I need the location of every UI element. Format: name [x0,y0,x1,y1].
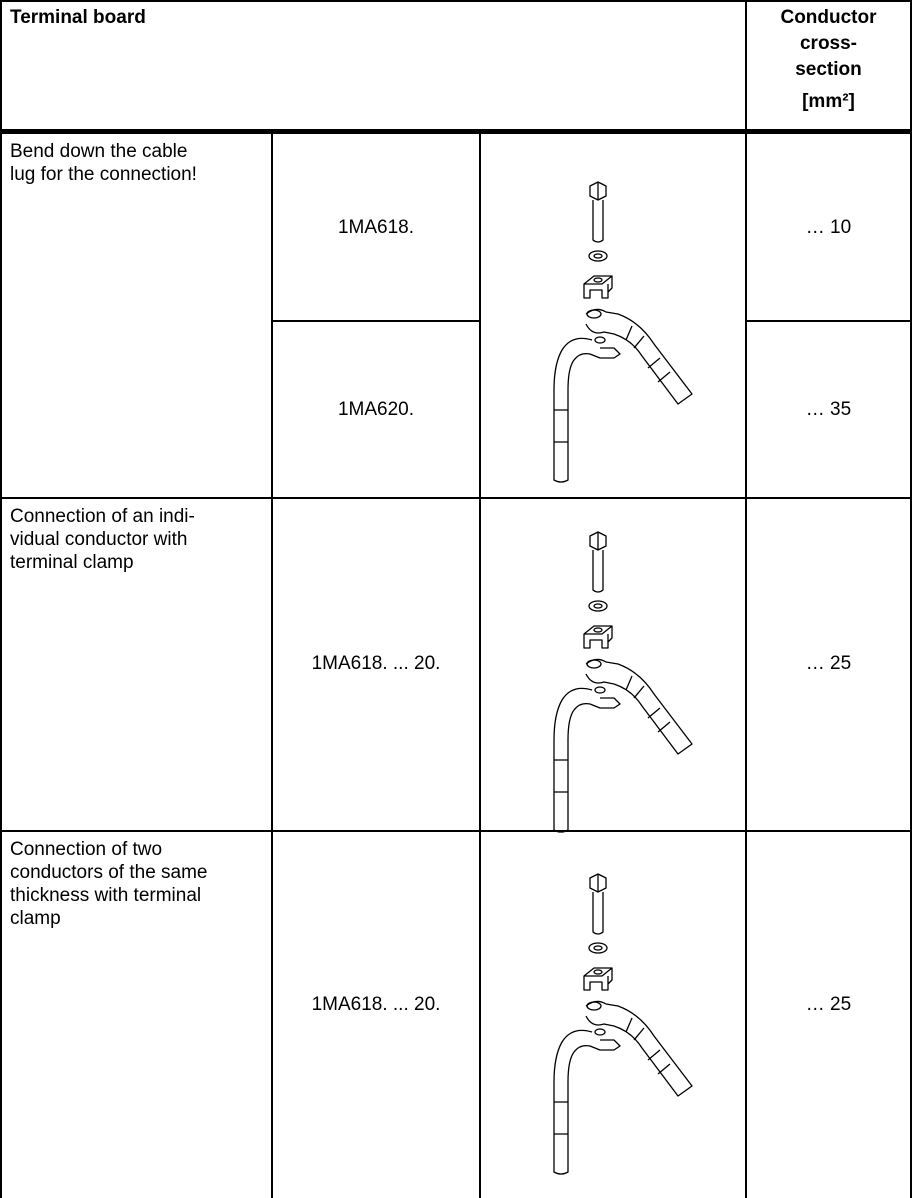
header-conductor: cross- [746,32,911,55]
illustration [520,180,720,490]
description: clamp [10,907,61,930]
header-unit: [mm²] [746,90,911,113]
border [0,0,2,1198]
description: conductors of the same [10,861,208,884]
border [746,320,912,322]
border [0,497,912,499]
type: 1MA618. ... 20. [272,993,480,1016]
description: vidual conductor with [10,528,187,551]
illustration [520,530,720,840]
description: thickness with terminal [10,884,201,907]
description: Connection of an indi- [10,505,195,528]
type: 1MA618. ... 20. [272,652,480,675]
border [0,830,912,832]
cross-section: … 35 [746,398,911,421]
cross-section: … 25 [746,993,911,1016]
header-conductor: section [746,58,911,81]
type: 1MA620. [272,398,480,421]
border [0,0,912,2]
illustration [520,872,720,1182]
description: Bend down the cable [10,140,187,163]
page: Terminal board Conductor cross- section … [0,0,912,1198]
description: Connection of two [10,838,162,861]
header-rule [0,129,912,134]
cross-section: … 25 [746,652,911,675]
description: terminal clamp [10,551,134,574]
header-title: Terminal board [10,6,146,29]
border [745,0,747,1198]
description: lug for the connection! [10,163,197,186]
header-conductor: Conductor [746,6,911,29]
border [272,320,480,322]
type: 1MA618. [272,216,480,239]
cross-section: … 10 [746,216,911,239]
